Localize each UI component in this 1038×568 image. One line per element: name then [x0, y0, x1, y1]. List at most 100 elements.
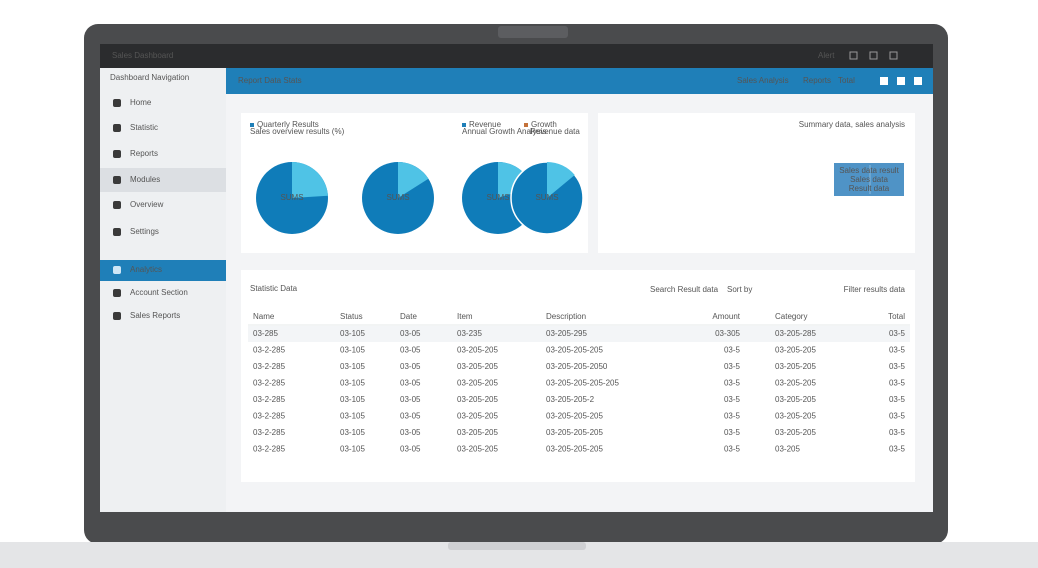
pie-label: SUMS	[535, 193, 558, 202]
table-cell: 03-5	[724, 362, 741, 371]
table-cell: 03-05	[400, 362, 421, 371]
table-cell: 03-5	[724, 346, 741, 355]
pie-label: SUMS	[386, 193, 409, 202]
table-cell: 03-205-205	[775, 412, 816, 421]
summary-box-line: Result data	[849, 184, 890, 193]
app-title: Sales Dashboard	[112, 51, 173, 60]
sidebar-item: Account Section	[130, 288, 188, 297]
table-cell: 03-205-205	[775, 395, 816, 404]
table-cell: 03-205-285	[775, 329, 816, 338]
table-cell: 03-205-205-205	[546, 412, 603, 421]
sidebar-icon	[113, 176, 121, 184]
table-cell: 03-205-205	[775, 428, 816, 437]
table-cell: 03-2-285	[253, 395, 286, 404]
sidebar-item: Modules	[130, 175, 160, 184]
legend-label: Quarterly Results	[257, 120, 319, 129]
table-cell: 03-205-205	[457, 362, 498, 371]
column-header: Item	[457, 312, 473, 321]
table-cell: 03-05	[400, 346, 421, 355]
sidebar-icon	[113, 312, 121, 320]
table-cell: 03-105	[340, 379, 365, 388]
table-cell: 03-05	[400, 395, 421, 404]
legend-label: Revenue	[469, 120, 502, 129]
table-cell: 03-5	[724, 428, 741, 437]
table-cell: 03-5	[889, 346, 906, 355]
table-cell: 03-105	[340, 428, 365, 437]
sidebar	[100, 68, 226, 512]
header-title: Report Data Stats	[238, 76, 302, 85]
table-cell: 03-05	[400, 445, 421, 454]
row-highlight	[248, 326, 910, 342]
table-cell: 03-2-285	[253, 362, 286, 371]
sidebar-item: Statistic	[130, 123, 158, 132]
table-cell: 03-205-205	[775, 379, 816, 388]
table-cell: 03-105	[340, 445, 365, 454]
table-cell: 03-105	[340, 395, 365, 404]
table-cell: 03-305	[715, 329, 740, 338]
table-cell: 03-105	[340, 346, 365, 355]
table-cell: 03-205-295	[546, 329, 587, 338]
sidebar-item: Settings	[130, 227, 159, 236]
summary-title: Summary data, sales analysis	[799, 120, 905, 129]
legend-sub: Annual Growth Analysis	[462, 127, 547, 136]
sidebar-icon	[113, 201, 121, 209]
table-card	[241, 270, 915, 482]
table-cell: 03-2-285	[253, 379, 286, 388]
header-icon	[914, 77, 922, 85]
header-link: Total	[838, 76, 855, 85]
table-cell: 03-235	[457, 329, 482, 338]
table-cell: 03-2-285	[253, 428, 286, 437]
header-icon	[880, 77, 888, 85]
table-cell: 03-2-285	[253, 445, 286, 454]
top-bar	[100, 44, 933, 68]
table-cell: 03-2-285	[253, 346, 286, 355]
sidebar-active: Analytics	[130, 265, 162, 274]
table-control: Filter results data	[844, 285, 906, 294]
table-cell: 03-5	[724, 395, 741, 404]
legend-sub: Revenue data	[530, 127, 580, 136]
legend-sub: Sales overview results (%)	[250, 127, 345, 136]
top-icon	[849, 51, 858, 60]
summary-box-line: Sales data result	[839, 166, 899, 175]
table-cell: 03-5	[724, 379, 741, 388]
header-bar	[226, 68, 933, 94]
column-header: Status	[340, 312, 363, 321]
table-cell: 03-205	[775, 445, 800, 454]
summary-box-line: Sales data	[850, 175, 888, 184]
table-cell: 03-05	[400, 379, 421, 388]
sidebar-active-bg	[100, 260, 226, 281]
table-cell: 03-205-205	[457, 395, 498, 404]
table-cell: 03-205-205	[457, 379, 498, 388]
legend-swatch	[524, 123, 528, 127]
table-cell: 03-205-205-2	[546, 395, 595, 404]
header-link: Sales Analysis	[737, 76, 789, 85]
sidebar-item: Overview	[130, 200, 164, 209]
sidebar-icon	[113, 124, 121, 132]
table-control: Search Result data	[650, 285, 719, 294]
table-cell: 03-205-205	[457, 445, 498, 454]
table-cell: 03-5	[724, 445, 741, 454]
table-cell: 03-205-205-205	[546, 346, 603, 355]
column-header: Description	[546, 312, 586, 321]
column-header: Name	[253, 312, 275, 321]
header-icon	[897, 77, 905, 85]
table-cell: 03-285	[253, 329, 278, 338]
table-cell: 03-05	[400, 329, 421, 338]
table-cell: 03-205-205	[775, 346, 816, 355]
column-header: Amount	[712, 312, 740, 321]
table-cell: 03-105	[340, 329, 365, 338]
table-cell: 03-5	[889, 412, 906, 421]
table-cell: 03-205-205-205	[546, 428, 603, 437]
pie-slice	[398, 162, 429, 198]
table-cell: 03-205-205	[457, 412, 498, 421]
table-cell: 03-105	[340, 412, 365, 421]
table-cell: 03-205-205-205-205	[546, 379, 619, 388]
base-notch	[448, 542, 586, 550]
table-cell: 03-5	[889, 329, 906, 338]
sidebar-icon	[113, 228, 121, 236]
sidebar-icon	[113, 99, 121, 107]
table-cell: 03-105	[340, 362, 365, 371]
table-cell: 03-205-205	[457, 346, 498, 355]
pie-label: SUMS	[486, 193, 509, 202]
